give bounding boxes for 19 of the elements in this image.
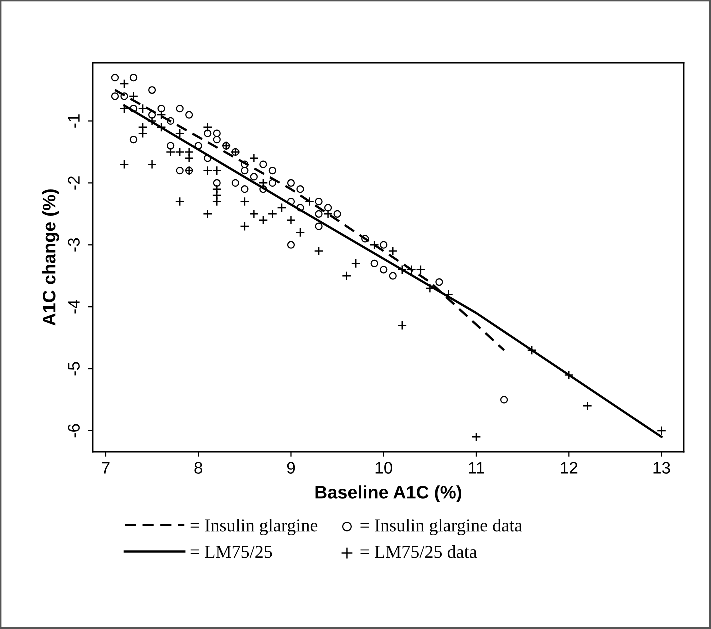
x-tick-label: 8	[194, 462, 203, 474]
legend-label: = LM75/25	[190, 546, 272, 558]
x-tick-label: 9	[287, 462, 296, 474]
x-tick-label: 11	[469, 462, 484, 474]
x-axis-title: Baseline A1C (%)	[316, 486, 462, 502]
legend-label: = Insulin glargine	[190, 519, 318, 536]
y-tick-label: -6	[68, 424, 80, 438]
y-tick-label: -5	[68, 362, 80, 376]
legend-label: = LM75/25 data	[360, 546, 478, 558]
x-tick-label: 12	[561, 462, 578, 474]
legend-label: = Insulin glargine data	[360, 519, 522, 536]
y-tick-label: -3	[68, 238, 80, 252]
x-tick-label: 10	[376, 462, 392, 474]
x-tick-label: 7	[102, 462, 110, 474]
y-tick-label: -2	[68, 176, 80, 190]
x-tick-label: 13	[654, 462, 670, 474]
y-tick-label: -1	[68, 114, 80, 128]
y-axis-title: A1C change (%)	[42, 190, 60, 326]
y-tick-label: -4	[68, 300, 80, 314]
